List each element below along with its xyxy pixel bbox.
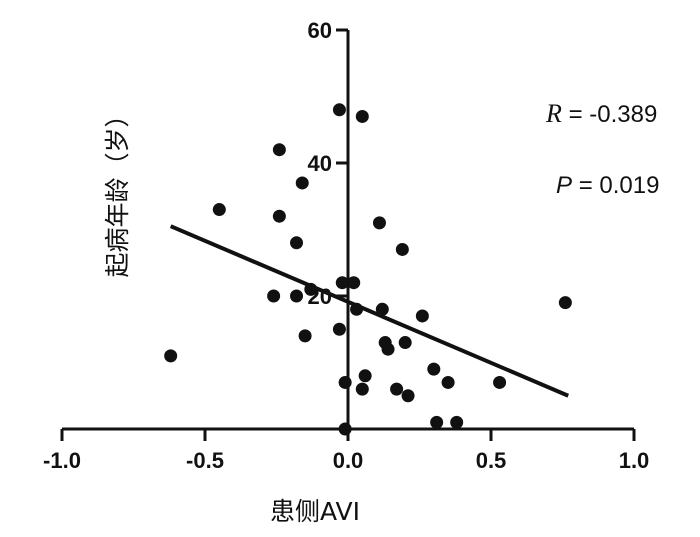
y-axis-label: 起病年龄（岁） xyxy=(103,102,132,277)
data-point xyxy=(390,382,404,396)
x-tick-label: -0.5 xyxy=(186,448,224,473)
data-point xyxy=(450,415,464,429)
p-symbol: P xyxy=(556,172,572,199)
data-point xyxy=(298,329,312,343)
data-point xyxy=(401,389,415,403)
data-point xyxy=(395,242,409,256)
data-point xyxy=(415,309,429,323)
data-point xyxy=(164,349,178,363)
r-annotation: R = -0.389 xyxy=(545,99,657,128)
data-point xyxy=(358,369,372,383)
data-point xyxy=(290,236,304,250)
x-axis-label: 患侧AVI xyxy=(270,497,360,526)
data-point xyxy=(427,362,441,376)
x-tick-label: 0.0 xyxy=(333,448,364,473)
data-point xyxy=(372,216,386,230)
data-point xyxy=(290,289,304,303)
data-point xyxy=(558,296,572,310)
data-point xyxy=(350,302,364,316)
data-point xyxy=(272,209,286,223)
data-point xyxy=(272,143,286,157)
p-annotation: P = 0.019 xyxy=(556,172,659,199)
data-point xyxy=(335,276,349,290)
data-point xyxy=(441,375,455,389)
data-point xyxy=(381,342,395,356)
r-value: = -0.389 xyxy=(569,101,658,128)
data-point xyxy=(332,103,346,117)
y-tick-label: 60 xyxy=(308,18,332,43)
data-point xyxy=(347,276,361,290)
data-point xyxy=(304,282,318,296)
x-tick-label: 0.5 xyxy=(476,448,507,473)
data-point xyxy=(338,375,352,389)
x-tick-label: -1.0 xyxy=(43,448,81,473)
data-points xyxy=(164,103,572,436)
data-point xyxy=(212,203,226,217)
data-point xyxy=(493,375,507,389)
data-point xyxy=(295,176,309,190)
data-point xyxy=(398,336,412,350)
data-point xyxy=(355,382,369,396)
data-point xyxy=(332,322,346,336)
p-value: = 0.019 xyxy=(579,172,660,199)
data-point xyxy=(375,302,389,316)
y-tick-label: 40 xyxy=(308,151,332,176)
r-symbol: R xyxy=(545,99,562,128)
regression-line xyxy=(169,224,570,398)
data-point xyxy=(430,415,444,429)
x-axis-ticks: -1.0 -0.5 0.0 0.5 1.0 xyxy=(43,429,649,473)
x-tick-label: 1.0 xyxy=(619,448,650,473)
data-point xyxy=(267,289,281,303)
data-point xyxy=(338,422,352,436)
data-point xyxy=(355,109,369,123)
